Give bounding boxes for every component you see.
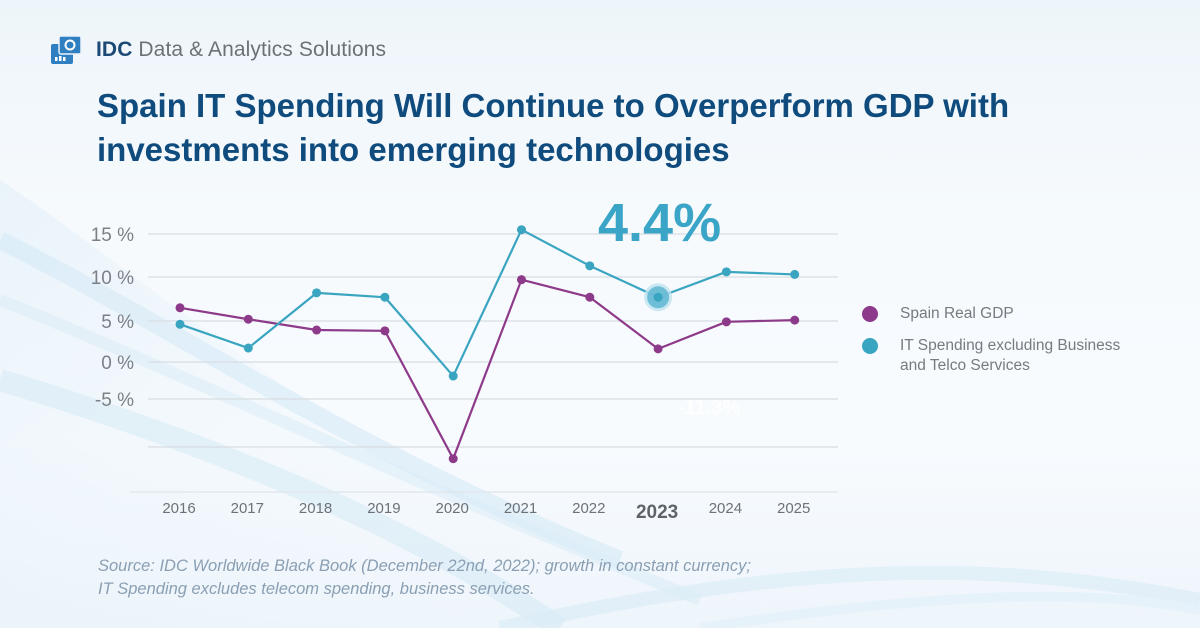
x-tick-label: 2020	[436, 500, 469, 517]
hidden-annotation: -11.3%	[678, 397, 740, 419]
data-point	[380, 292, 390, 302]
x-tick-label: 2016	[162, 500, 195, 517]
data-point	[721, 267, 731, 277]
y-tick-label: 0 %	[101, 353, 134, 374]
data-point	[243, 343, 253, 353]
source-note: Source: IDC Worldwide Black Book (Decemb…	[98, 555, 918, 601]
series-line-0	[179, 278, 795, 460]
brand-name-rest: Data & Analytics Solutions	[132, 38, 387, 61]
idc-logo-icon	[51, 35, 82, 64]
source-line-1: Source: IDC Worldwide Black Book (Decemb…	[98, 557, 751, 575]
data-point	[585, 261, 595, 271]
brand-header: IDC Data & Analytics Solutions	[50, 34, 386, 66]
series-line-1	[179, 228, 795, 378]
y-tick-label: 10 %	[91, 268, 134, 289]
x-tick-label-highlighted: 2023	[636, 502, 678, 523]
data-point	[380, 326, 390, 336]
y-tick-label: -5 %	[95, 390, 134, 411]
data-point	[517, 225, 526, 235]
source-line-2: IT Spending excludes telecom spending, b…	[98, 580, 535, 598]
legend-label-gdp: Spain Real GDP	[900, 305, 1014, 322]
data-point	[448, 454, 458, 464]
legend-label-it-spending: IT Spending excluding Business and Telco…	[900, 337, 1121, 374]
legend-marker-gdp	[862, 306, 878, 322]
x-axis-ticks: 2016 2017 2018 2019 2020 2021 2022 2023 2024 2025	[162, 500, 810, 523]
legend-item-it-spending: IT Spending excluding Business and Telco…	[862, 336, 1140, 376]
series-lines	[179, 228, 795, 460]
x-tick-label: 2017	[231, 500, 264, 517]
x-tick-label: 2018	[299, 500, 332, 517]
x-tick-label: 2021	[504, 500, 537, 517]
data-point	[312, 288, 322, 298]
page-title: Spain IT Spending Will Continue to Overp…	[97, 87, 1010, 168]
data-point	[175, 303, 185, 313]
data-point	[448, 371, 458, 381]
x-tick-label: 2019	[367, 500, 400, 517]
data-point	[790, 269, 800, 279]
legend-marker-it-spending	[862, 338, 878, 354]
data-point	[243, 314, 253, 324]
data-point	[312, 325, 322, 335]
y-tick-label: 15 %	[91, 225, 134, 246]
series-points	[175, 225, 800, 464]
callout-value: 4.4%	[598, 193, 721, 253]
legend-item-gdp: Spain Real GDP	[862, 304, 1140, 324]
x-tick-label: 2024	[709, 500, 742, 517]
data-point	[585, 292, 595, 302]
y-axis-ticks: 15 % 10 % 5 % 0 % -5 %	[91, 225, 134, 411]
data-point	[653, 292, 663, 302]
data-point	[175, 319, 185, 329]
data-point	[790, 315, 800, 325]
brand-name: IDC Data & Analytics Solutions	[96, 38, 386, 62]
data-point	[721, 317, 731, 327]
data-point	[653, 344, 663, 354]
x-tick-label: 2022	[572, 500, 605, 517]
data-point	[517, 275, 526, 285]
chart-legend: Spain Real GDP IT Spending excluding Bus…	[862, 304, 1140, 388]
x-tick-label: 2025	[777, 500, 810, 517]
brand-name-bold: IDC	[96, 38, 133, 61]
y-tick-label: 5 %	[101, 312, 134, 333]
